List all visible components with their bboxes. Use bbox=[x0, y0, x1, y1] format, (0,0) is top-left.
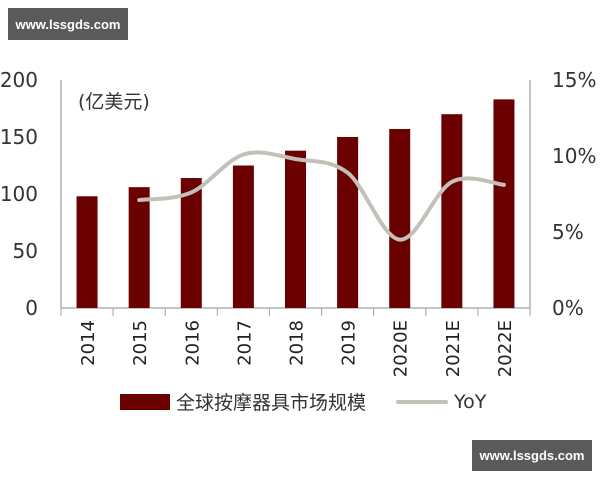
bar-2020E bbox=[389, 129, 411, 308]
x-tick-label: 2015 bbox=[130, 320, 151, 366]
bar-series bbox=[76, 99, 515, 308]
y-right-tick: 10% bbox=[552, 144, 596, 168]
y-left-tick: 0 bbox=[25, 296, 38, 320]
x-tick-label: 2022E bbox=[495, 320, 516, 377]
legend-bar-swatch bbox=[120, 393, 170, 410]
watermark-bottom: www.lssgds.com bbox=[472, 440, 592, 471]
bar-2018 bbox=[285, 150, 306, 308]
tick-labels: 0 50 100 150 200 0% 5% 10% 15% 2014 2015 2016 2017 20… bbox=[0, 68, 596, 377]
legend: 全球按摩器具市场规模 YoY bbox=[120, 388, 486, 415]
y-left-tick: 100 bbox=[0, 182, 38, 206]
legend-bar-label: 全球按摩器具市场规模 bbox=[176, 392, 367, 414]
x-tick-label: 2019 bbox=[339, 320, 360, 366]
y-left-tick: 200 bbox=[0, 68, 38, 92]
x-tick-label: 2016 bbox=[182, 320, 203, 366]
legend-line-swatch bbox=[396, 399, 449, 404]
x-tick-label: 2020E bbox=[391, 320, 412, 377]
x-tick-label: 2021E bbox=[443, 320, 464, 377]
y-right-tick: 5% bbox=[552, 220, 584, 244]
bar-2019 bbox=[337, 137, 359, 308]
bar-2022E bbox=[493, 99, 515, 308]
x-tick-label: 2017 bbox=[234, 320, 255, 366]
y-left-tick: 50 bbox=[13, 239, 38, 263]
yoy-line bbox=[137, 150, 506, 242]
x-tick-label: 2014 bbox=[78, 320, 99, 366]
y-right-tick: 15% bbox=[552, 68, 596, 92]
unit-label: (亿美元) bbox=[78, 91, 150, 113]
bar-2021E bbox=[441, 114, 463, 308]
legend-line-label: YoY bbox=[454, 390, 487, 413]
y-left-tick: 150 bbox=[0, 125, 38, 149]
bar-2014 bbox=[76, 196, 98, 308]
bar-2017 bbox=[232, 165, 254, 308]
y-right-tick: 0% bbox=[552, 296, 584, 320]
bar-2016 bbox=[180, 178, 202, 308]
x-tick-label: 2018 bbox=[287, 320, 308, 366]
bar-2015 bbox=[128, 187, 150, 308]
watermark-top: www.lssgds.com bbox=[8, 8, 128, 40]
